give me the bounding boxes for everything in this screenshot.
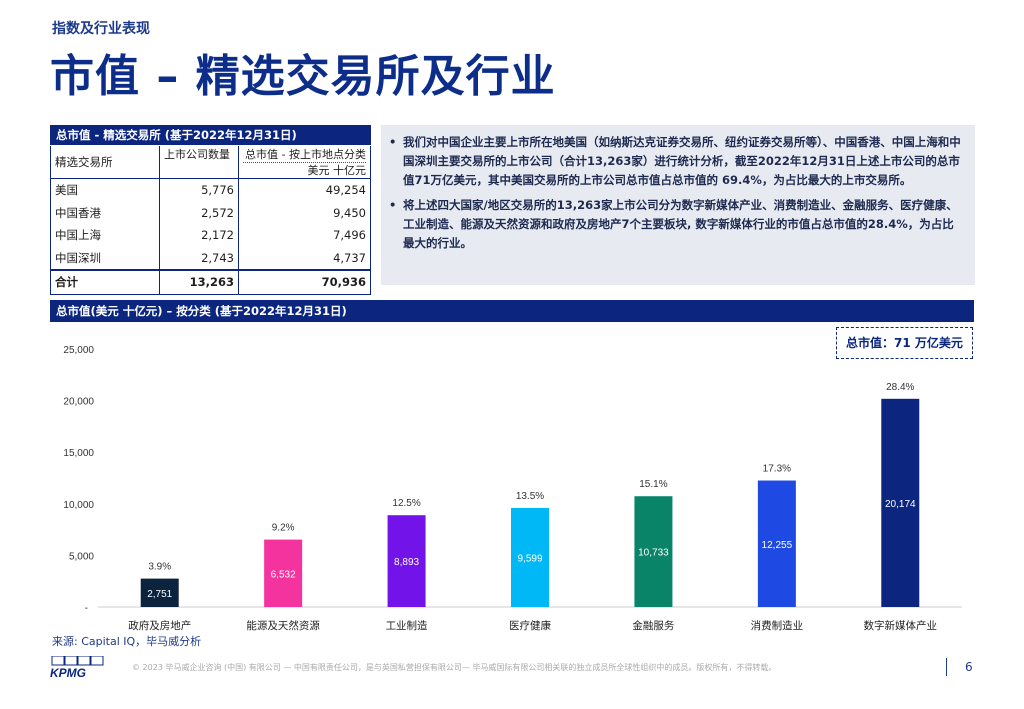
col-header-value-unit: 美元 十亿元	[243, 161, 366, 178]
col-header-value: 总市值 - 按上市地点分类 美元 十亿元	[238, 146, 371, 179]
x-category-label: 医疗健康	[509, 619, 551, 632]
kpmg-logo: KPMG	[50, 656, 104, 678]
x-category-label: 消费制造业	[751, 619, 804, 632]
bars-group: 2,751 3.9% 政府及房地产 6,532 9.2% 能源及天然资源 8,893 12.5…	[128, 382, 937, 632]
source-note: 来源: Capital IQ，毕马威分析	[52, 635, 202, 648]
y-tick-label: -	[85, 603, 88, 614]
row-count: 2,172	[159, 224, 239, 247]
bar-percent-label: 17.3%	[763, 464, 791, 475]
bar	[387, 515, 426, 607]
bar-value-label: 20,174	[885, 499, 916, 510]
row-exchange: 中国香港	[50, 201, 160, 224]
col-header-count: 上市公司数量	[159, 146, 239, 179]
row-exchange: 中国上海	[50, 224, 160, 247]
bar-percent-label: 12.5%	[392, 498, 420, 509]
total-count: 13,263	[159, 269, 239, 295]
total-market-cap-box: 总市值：71 万亿美元	[836, 327, 973, 359]
x-category-label: 能源及天然资源	[246, 619, 320, 632]
x-category-label: 数字新媒体产业	[864, 619, 938, 632]
svg-text:KPMG: KPMG	[50, 666, 86, 678]
note-bullet: 将上述四大国家/地区交易所的13,263家上市公司分为数字新媒体产业、消费制造业…	[389, 196, 961, 253]
bar-value-label: 12,255	[762, 540, 793, 551]
bar-percent-label: 9.2%	[272, 523, 295, 534]
y-tick-label: 15,000	[63, 448, 94, 459]
bar-percent-label: 15.1%	[639, 479, 667, 490]
bar	[634, 496, 673, 607]
table-total-row: 合计 13,263 70,936	[50, 269, 371, 295]
bar-value-label: 9,599	[517, 553, 542, 564]
row-value: 7,496	[238, 224, 371, 247]
bar-value-label: 2,751	[147, 589, 172, 600]
bar-value-label: 8,893	[394, 557, 419, 568]
chart-title: 总市值(美元 十亿元) – 按分类 (基于2022年12月31日)	[50, 300, 974, 322]
table-row: 美国 5,776 49,254	[50, 178, 371, 202]
x-category-label: 政府及房地产	[128, 619, 191, 632]
col-header-value-line1: 总市值 - 按上市地点分类	[245, 147, 366, 161]
x-category-label: 工业制造	[386, 619, 428, 632]
table-row: 中国上海 2,172 7,496	[50, 224, 371, 247]
row-value: 49,254	[238, 178, 371, 202]
total-value: 70,936	[238, 269, 371, 295]
y-tick-label: 20,000	[63, 397, 94, 408]
bar-value-label: 6,532	[271, 569, 296, 580]
bar	[511, 507, 549, 607]
row-exchange: 中国深圳	[50, 246, 160, 270]
bar-value-label: 10,733	[638, 548, 669, 559]
footer-copyright: © 2023 毕马威企业咨询 (中国) 有限公司 — 中国有限责任公司，是与英国…	[132, 663, 777, 672]
x-category-label: 金融服务	[632, 619, 674, 632]
bar-percent-label: 28.4%	[886, 382, 914, 393]
row-count: 2,572	[159, 201, 239, 224]
bar-percent-label: 3.9%	[148, 562, 171, 573]
row-value: 4,737	[238, 246, 371, 270]
y-tick-label: 10,000	[63, 500, 94, 511]
row-count: 2,743	[159, 246, 239, 270]
row-value: 9,450	[238, 201, 371, 224]
page-number: 6	[946, 658, 995, 676]
exchange-table: 精选交易所 上市公司数量 总市值 - 按上市地点分类 美元 十亿元 美国 5,7…	[50, 146, 371, 295]
bar	[264, 539, 303, 607]
exchange-table-title: 总市值 - 精选交易所 (基于2022年12月31日)	[50, 125, 371, 145]
note-bullet: 我们对中国企业主要上市所在地美国（如纳斯达克证券交易所、纽约证券交易所等）、中国…	[389, 133, 961, 190]
table-row: 中国深圳 2,743 4,737	[50, 246, 371, 270]
table-row: 中国香港 2,572 9,450	[50, 201, 371, 224]
y-tick-label: 5,000	[69, 551, 94, 562]
page-title: 市值 – 精选交易所及行业	[50, 51, 556, 102]
bar	[881, 398, 920, 607]
bar	[757, 480, 796, 607]
y-tick-label: 25,000	[63, 345, 94, 356]
row-count: 5,776	[159, 178, 239, 202]
row-exchange: 美国	[50, 178, 160, 202]
bar-percent-label: 13.5%	[516, 491, 544, 502]
notes-panel: 我们对中国企业主要上市所在地美国（如纳斯达克证券交易所、纽约证券交易所等）、中国…	[381, 125, 975, 285]
bar-chart: - 5,000 10,000 15,000 20,000 25,000 2,751 3.9%…	[63, 345, 962, 632]
total-label: 合计	[50, 269, 160, 295]
section-kicker: 指数及行业表现	[52, 21, 150, 37]
col-header-exchange: 精选交易所	[50, 146, 160, 179]
bar	[140, 578, 179, 607]
y-axis: - 5,000 10,000 15,000 20,000 25,000	[63, 345, 94, 614]
